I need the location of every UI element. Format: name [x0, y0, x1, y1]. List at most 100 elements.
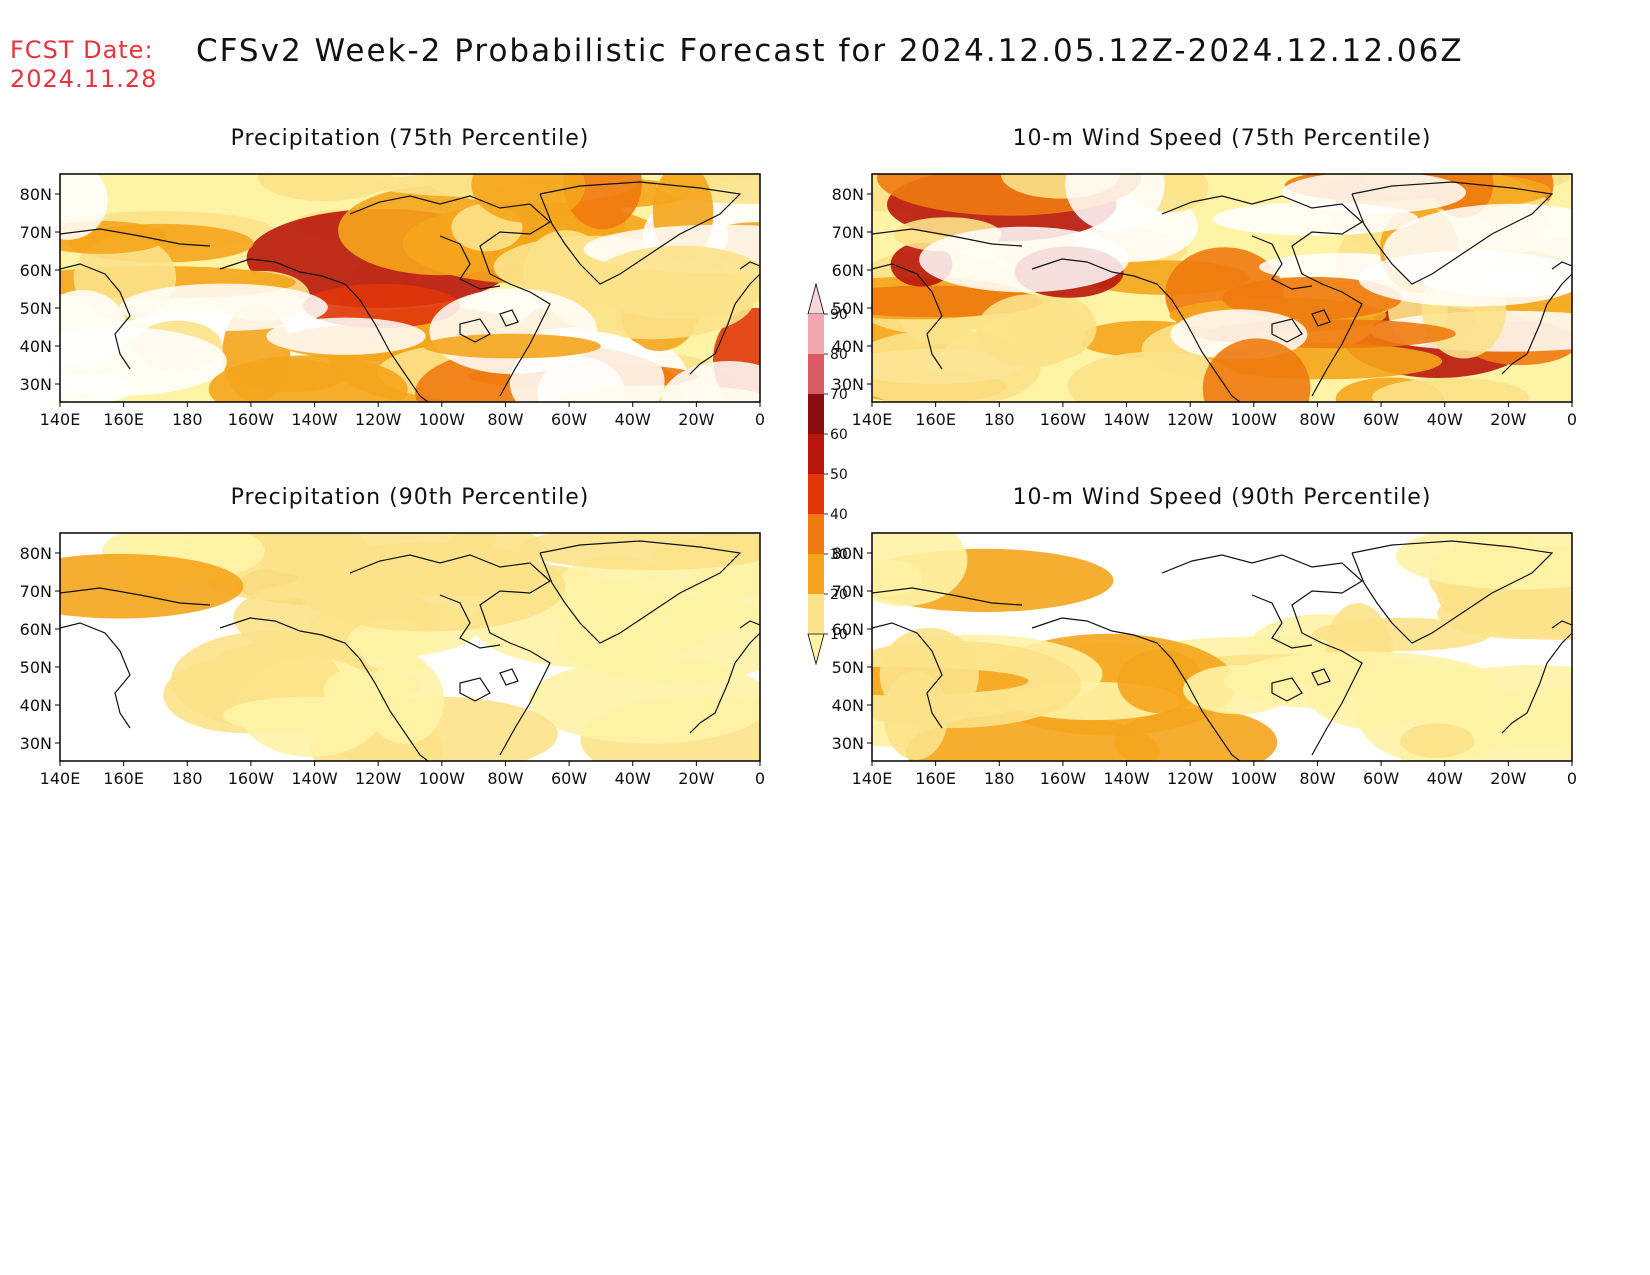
- lat-tick-label: 60N: [832, 261, 864, 280]
- lon-tick-label: 140W: [291, 410, 338, 429]
- lon-tick-label: 160E: [915, 410, 956, 429]
- coastline: [60, 181, 760, 402]
- forecast-date-block: FCST Date: 2024.11.28: [10, 36, 157, 94]
- panel-title: 10-m Wind Speed (75th Percentile): [1012, 126, 1432, 151]
- lon-tick-label: 180: [172, 410, 203, 429]
- lon-tick-label: 40W: [615, 769, 651, 788]
- colorbar-label: 60: [830, 427, 848, 443]
- lon-tick-label: 140E: [852, 410, 893, 429]
- panel-title: Precipitation (90th Percentile): [230, 485, 590, 510]
- lon-tick-label: 120W: [1167, 410, 1214, 429]
- lon-tick-label: 20W: [1490, 769, 1526, 788]
- lon-tick-label: 40W: [615, 410, 651, 429]
- lon-tick-label: 60W: [1363, 769, 1399, 788]
- lon-tick-label: 80W: [1299, 769, 1335, 788]
- lon-tick-label: 180: [984, 769, 1015, 788]
- lon-tick-label: 180: [172, 769, 203, 788]
- lon-tick-label: 140E: [40, 769, 81, 788]
- lon-tick-label: 160E: [103, 410, 144, 429]
- colorbar-swatch: [808, 474, 824, 514]
- lat-tick-label: 60N: [832, 620, 864, 639]
- lon-tick-label: 0: [755, 410, 765, 429]
- lon-tick-label: 140E: [40, 410, 81, 429]
- panel-title: Precipitation (75th Percentile): [230, 126, 590, 151]
- lon-tick-label: 60W: [1363, 410, 1399, 429]
- lat-tick-label: 40N: [832, 337, 864, 356]
- lat-tick-label: 40N: [20, 337, 52, 356]
- forecast-date-label: FCST Date:: [10, 36, 154, 64]
- lon-tick-label: 160W: [1040, 769, 1087, 788]
- lon-tick-label: 0: [1567, 769, 1577, 788]
- map-panel-precip-90: Precipitation (90th Percentile) 140E 160E…: [0, 485, 830, 788]
- map-frame: [871, 532, 1573, 762]
- lat-tick-label: 70N: [832, 223, 864, 242]
- colorbar-label: 80: [830, 347, 848, 363]
- lat-tick-label: 80N: [832, 185, 864, 204]
- lon-tick-label: 60W: [551, 769, 587, 788]
- map-precip-75: 140E 160E 180 160W 140W 120W 100W 80W 60W 40W 20W 0…: [20, 173, 765, 429]
- lon-tick-label: 160W: [228, 769, 275, 788]
- map-frame: [59, 532, 761, 762]
- lon-tick-label: 20W: [1490, 410, 1526, 429]
- lat-tick-label: 50N: [20, 658, 52, 677]
- lon-tick-label: 40W: [1427, 769, 1463, 788]
- map-frame: [871, 173, 1573, 403]
- colorbar-label: 70: [830, 387, 848, 403]
- lon-tick-label: 100W: [419, 410, 466, 429]
- lat-tick-label: 40N: [832, 696, 864, 715]
- colorbar-svg: 90 80 70 60 50 40 30 20 10: [807, 282, 848, 666]
- colorbar-swatch: [808, 394, 824, 434]
- lon-tick-label: 120W: [1167, 769, 1214, 788]
- map-wind-90: 140E 160E 180 160W 140W 120W 100W 80W 60W 40W 20W 0…: [832, 532, 1577, 788]
- lat-tick-label: 70N: [20, 582, 52, 601]
- lon-tick-label: 140W: [291, 769, 338, 788]
- map-panel-wind-75: 10-m Wind Speed (75th Percentile) 140E 16…: [812, 126, 1642, 429]
- lon-tick-label: 20W: [678, 410, 714, 429]
- lon-tick-label: 40W: [1427, 410, 1463, 429]
- colorbar: 90 80 70 60 50 40 30 20 10: [796, 272, 876, 682]
- colorbar-label: 50: [830, 467, 848, 483]
- colorbar-label: 40: [830, 507, 848, 523]
- lon-tick-label: 140W: [1103, 769, 1150, 788]
- forecast-date-value: 2024.11.28: [10, 65, 158, 93]
- colorbar-label: 10: [830, 627, 848, 643]
- page-title: CFSv2 Week-2 Probabilistic Forecast for …: [196, 33, 1464, 69]
- lon-tick-label: 100W: [1231, 410, 1278, 429]
- contour-fill: [60, 174, 760, 402]
- contour-fill: [872, 174, 1572, 402]
- colorbar-swatch: [808, 434, 824, 474]
- lon-tick-label: 120W: [355, 769, 402, 788]
- lon-tick-label: 60W: [551, 410, 587, 429]
- colorbar-swatch: [808, 594, 824, 634]
- map-panel-precip-75: Precipitation (75th Percentile) 140E 160E…: [0, 126, 830, 429]
- lon-tick-label: 80W: [487, 769, 523, 788]
- lat-tick-label: 30N: [20, 375, 52, 394]
- lon-tick-label: 80W: [487, 410, 523, 429]
- colorbar-label: 30: [830, 547, 848, 563]
- lat-tick-label: 70N: [832, 582, 864, 601]
- lat-tick-label: 60N: [20, 620, 52, 639]
- lat-tick-label: 50N: [20, 299, 52, 318]
- lon-tick-label: 20W: [678, 769, 714, 788]
- lat-tick-label: 30N: [832, 375, 864, 394]
- map-wind-75: 140E 160E 180 160W 140W 120W 100W 80W 60W 40W 20W 0…: [832, 173, 1577, 429]
- lon-tick-label: 0: [755, 769, 765, 788]
- map-panel-wind-90: 10-m Wind Speed (90th Percentile) 140E 16…: [812, 485, 1642, 788]
- lat-tick-label: 30N: [20, 734, 52, 753]
- lon-tick-label: 180: [984, 410, 1015, 429]
- colorbar-label: 20: [830, 587, 848, 603]
- lon-tick-label: 140W: [1103, 410, 1150, 429]
- lon-tick-label: 100W: [419, 769, 466, 788]
- coastline: [872, 181, 1572, 402]
- colorbar-swatch: [808, 354, 824, 394]
- panel-title: 10-m Wind Speed (90th Percentile): [1012, 485, 1432, 510]
- lat-tick-label: 50N: [832, 299, 864, 318]
- coastline: [60, 540, 760, 761]
- lat-tick-label: 80N: [832, 544, 864, 563]
- lon-tick-label: 160W: [1040, 410, 1087, 429]
- lon-tick-label: 120W: [355, 410, 402, 429]
- lon-tick-label: 160E: [103, 769, 144, 788]
- lat-tick-label: 80N: [20, 185, 52, 204]
- map-precip-90: 140E 160E 180 160W 140W 120W 100W 80W 60W 40W 20W 0…: [20, 532, 765, 788]
- contour-fill: [60, 533, 760, 761]
